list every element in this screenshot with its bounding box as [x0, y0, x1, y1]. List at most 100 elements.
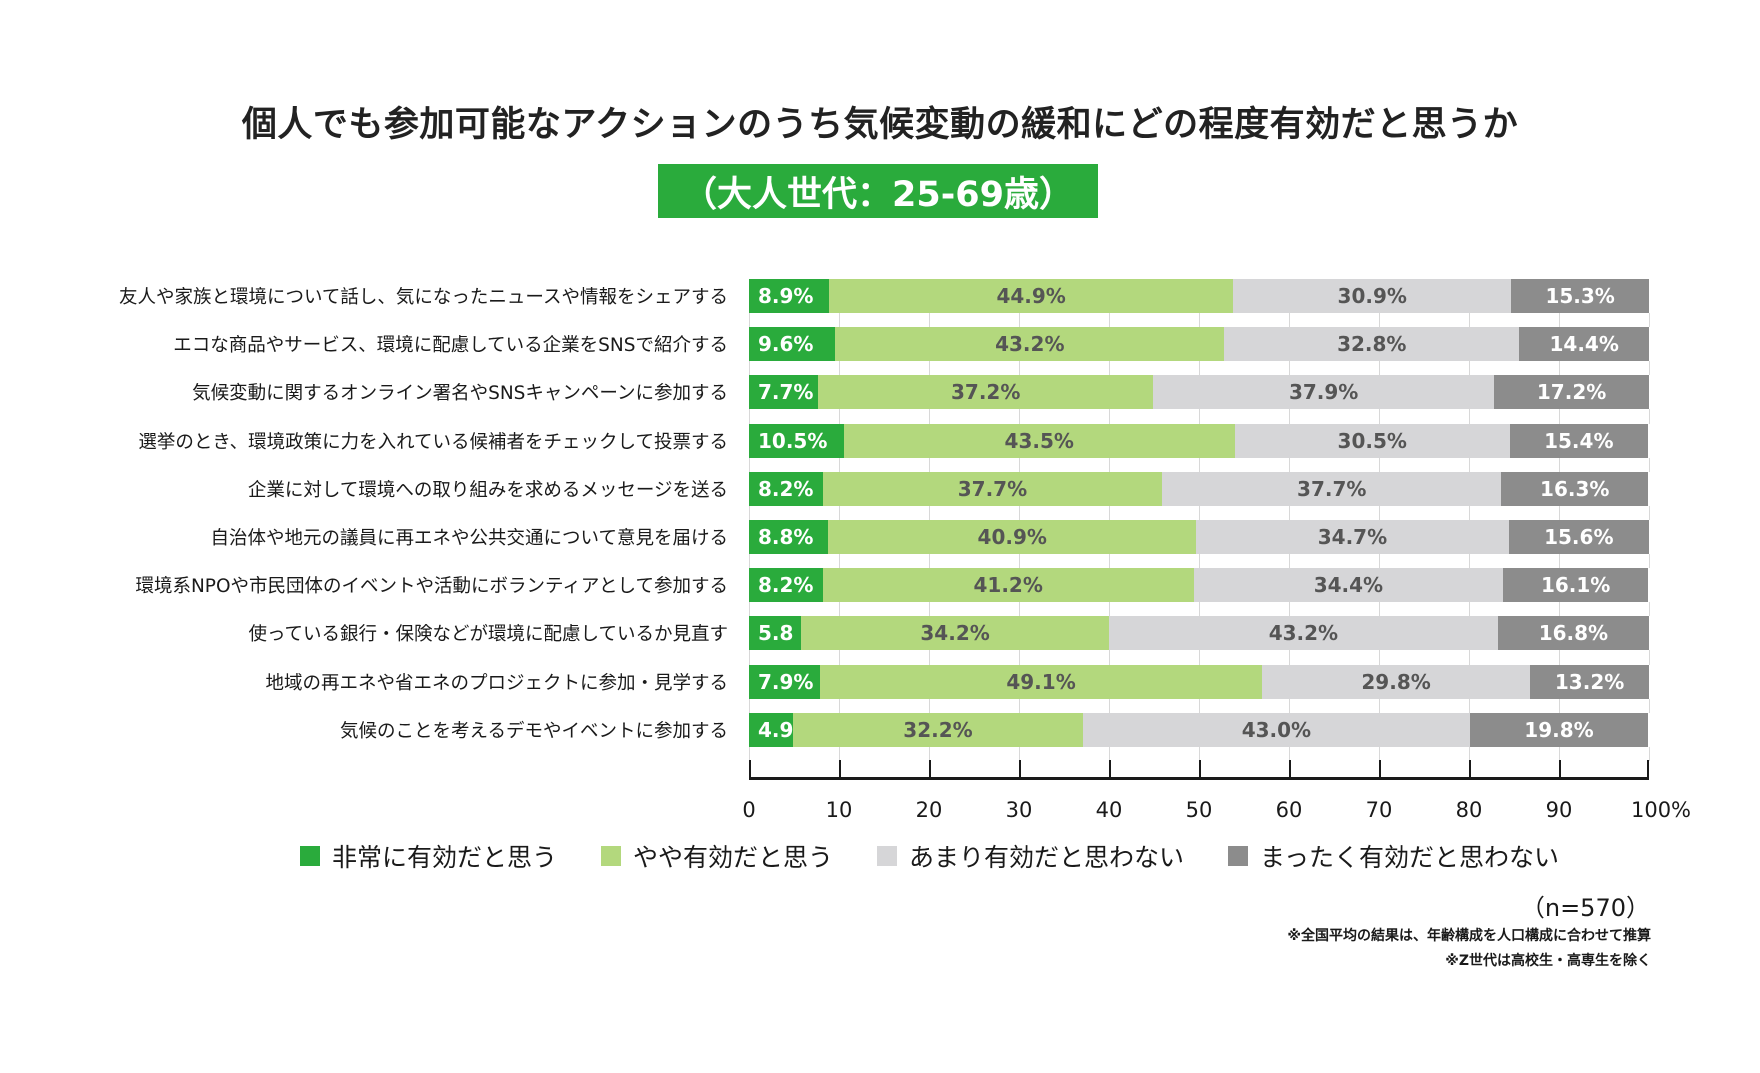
gridline [839, 409, 840, 424]
gridline [839, 505, 840, 520]
gridline [1289, 554, 1290, 569]
gridline [1469, 602, 1470, 617]
gridline [929, 650, 930, 665]
bar-segment: 15.3% [1511, 279, 1649, 313]
gridline [1559, 505, 1560, 520]
bar-segment: 4.9 [749, 712, 793, 747]
gridline [1109, 554, 1110, 569]
gridline [749, 361, 750, 376]
gridline [1019, 746, 1020, 761]
gridline [1289, 602, 1290, 617]
x-axis-tick [749, 760, 751, 778]
gridline [839, 602, 840, 617]
gridline [1469, 409, 1470, 424]
data-label: 34.7% [1317, 525, 1388, 549]
legend: 非常に有効だと思う やや有効だと思う あまり有効だと思わない まったく有効だと思… [300, 838, 1603, 874]
gridline [1289, 505, 1290, 520]
gridline [749, 650, 750, 665]
category-label: 気候変動に関するオンライン署名やSNSキャンペーンに参加する [192, 383, 728, 405]
gridline [1019, 313, 1020, 328]
gridline [839, 746, 840, 761]
gridline [1379, 409, 1380, 424]
legend-swatch [300, 846, 320, 866]
legend-swatch [877, 846, 898, 866]
bar-segment: 37.7% [1162, 471, 1502, 506]
gridline [929, 457, 930, 472]
data-label: 29.8% [1361, 669, 1431, 694]
gridline [839, 457, 840, 472]
gridline [749, 554, 750, 569]
data-label: 37.2% [951, 380, 1021, 405]
bar-segment: 37.7% [822, 471, 1163, 506]
gridline [929, 505, 930, 520]
gridline [1379, 650, 1380, 665]
gridline [1019, 554, 1020, 569]
x-tick-label: 50 [1185, 798, 1213, 822]
bar-segment: 7.7% [749, 375, 819, 410]
data-label: 40.9% [977, 525, 1047, 549]
gridline [1649, 698, 1650, 713]
data-label: 8.8% [758, 525, 814, 549]
gridline [1109, 361, 1110, 376]
gridline [929, 361, 930, 376]
gridline [1109, 602, 1110, 617]
x-axis-tick [1647, 760, 1649, 778]
bar-segment: 8.2% [749, 568, 823, 603]
data-label: 19.8% [1524, 717, 1594, 742]
data-label: 7.9% [758, 669, 814, 694]
gridline [929, 698, 930, 713]
gridline [1469, 313, 1470, 328]
gridline [1019, 457, 1020, 472]
bar-segment: 14.4% [1519, 327, 1649, 362]
data-label: 30.5% [1337, 428, 1407, 453]
gridline [1109, 505, 1110, 520]
legend-item-not-at-all-effective: まったく有効だと思わない [1228, 838, 1559, 874]
gridline [1469, 457, 1470, 472]
x-tick-label: 60 [1275, 798, 1303, 822]
gridline [1199, 554, 1200, 569]
data-label: 9.6% [758, 332, 814, 357]
gridline [1469, 505, 1470, 520]
gridline [1379, 505, 1380, 520]
bar-segment: 16.8% [1497, 616, 1649, 651]
bar-segment: 17.2% [1494, 375, 1649, 410]
x-tick-label: 40 [1095, 798, 1123, 822]
bar-segment: 30.5% [1235, 423, 1510, 458]
bar-segment: 30.9% [1233, 279, 1512, 313]
bar-segment: 43.2% [1109, 616, 1498, 651]
chart-title: 個人でも参加可能なアクションのうち気候変動の緩和にどの程度有効だと思うか [241, 105, 1519, 145]
gridline [1199, 650, 1200, 665]
gridline [929, 746, 930, 761]
gridline [1109, 313, 1110, 328]
category-label: エコな商品やサービス、環境に配慮している企業をSNSで紹介する [173, 335, 728, 357]
gridline [1469, 554, 1470, 569]
gridline [1289, 650, 1290, 665]
gridline [1109, 746, 1110, 761]
data-label: 43.2% [995, 332, 1065, 357]
gridline [1649, 602, 1650, 617]
data-label: 43.2% [1268, 621, 1339, 646]
x-axis-tick [1109, 760, 1111, 778]
gridline [1289, 361, 1290, 376]
gridline [1199, 505, 1200, 520]
gridline [1649, 457, 1650, 472]
bar-segment: 8.2% [749, 471, 823, 506]
gridline [1559, 698, 1560, 713]
gridline [1469, 698, 1470, 713]
gridline [749, 746, 750, 761]
data-label: 8.2% [758, 476, 814, 501]
bar-segment: 43.2% [835, 327, 1225, 362]
gridline [749, 505, 750, 520]
gridline [1289, 409, 1290, 424]
gridline [839, 650, 840, 665]
gridline [1559, 746, 1560, 761]
x-tick-label: 0 [742, 798, 756, 822]
gridline [839, 698, 840, 713]
legend-label: あまり有効だと思わない [909, 843, 1185, 872]
gridline [1469, 650, 1470, 665]
gridline [929, 409, 930, 424]
data-label: 16.8% [1538, 621, 1609, 646]
sample-size: （n=570） [1520, 894, 1650, 922]
bar-segment: 5.8 [749, 616, 802, 651]
gridline [1649, 650, 1650, 665]
